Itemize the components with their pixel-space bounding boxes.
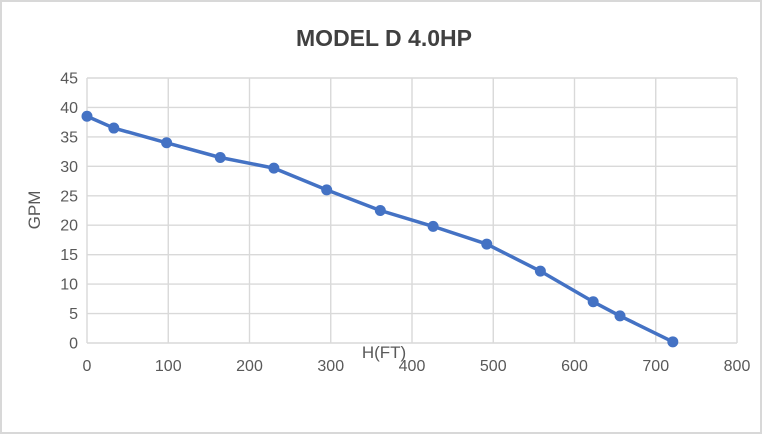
y-tick-label: 5: [69, 306, 78, 323]
tick-labels: 0 100 200 300 400 500 600 700 800 0 5 10 15 20 25 30 35 4…: [60, 71, 750, 376]
x-tick-label: 200: [236, 358, 263, 375]
x-tick-label: 100: [155, 358, 182, 375]
data-point-marker: [427, 220, 439, 232]
series-line: [85, 114, 675, 344]
data-point-marker: [161, 137, 173, 149]
y-tick-label: 0: [69, 336, 78, 353]
x-tick-label: 400: [399, 358, 426, 375]
data-point-marker: [374, 205, 386, 216]
x-tick-label: 600: [561, 358, 588, 375]
data-point-marker: [321, 184, 333, 196]
data-point-marker: [481, 238, 493, 250]
data-point-marker: [81, 110, 93, 122]
y-axis-title: GPM: [25, 191, 44, 230]
x-tick-label: 800: [724, 358, 751, 375]
data-point-marker: [534, 265, 546, 277]
x-axis-title: H(FT): [362, 343, 406, 362]
y-tick-label: 40: [60, 100, 78, 117]
data-point-marker: [587, 296, 599, 308]
x-tick-label: 0: [83, 358, 92, 375]
data-point-marker: [108, 122, 120, 134]
data-point-marker: [614, 310, 626, 322]
data-point-marker: [268, 162, 280, 174]
y-tick-label: 15: [60, 247, 78, 264]
x-tick-label: 700: [642, 358, 669, 375]
chart-title: MODEL D 4.0HP: [296, 25, 472, 51]
x-tick-label: 300: [317, 358, 344, 375]
y-tick-label: 25: [60, 188, 78, 205]
y-tick-label: 10: [60, 277, 78, 294]
data-point-marker: [214, 152, 226, 163]
x-tick-label: 500: [480, 358, 507, 375]
y-tick-label: 30: [60, 159, 78, 176]
data-point-marker: [667, 336, 679, 348]
data-series: [81, 110, 679, 348]
y-tick-label: 45: [60, 71, 78, 88]
y-tick-label: 20: [60, 218, 78, 235]
y-tick-label: 35: [60, 129, 78, 146]
gridlines: [86, 77, 738, 344]
